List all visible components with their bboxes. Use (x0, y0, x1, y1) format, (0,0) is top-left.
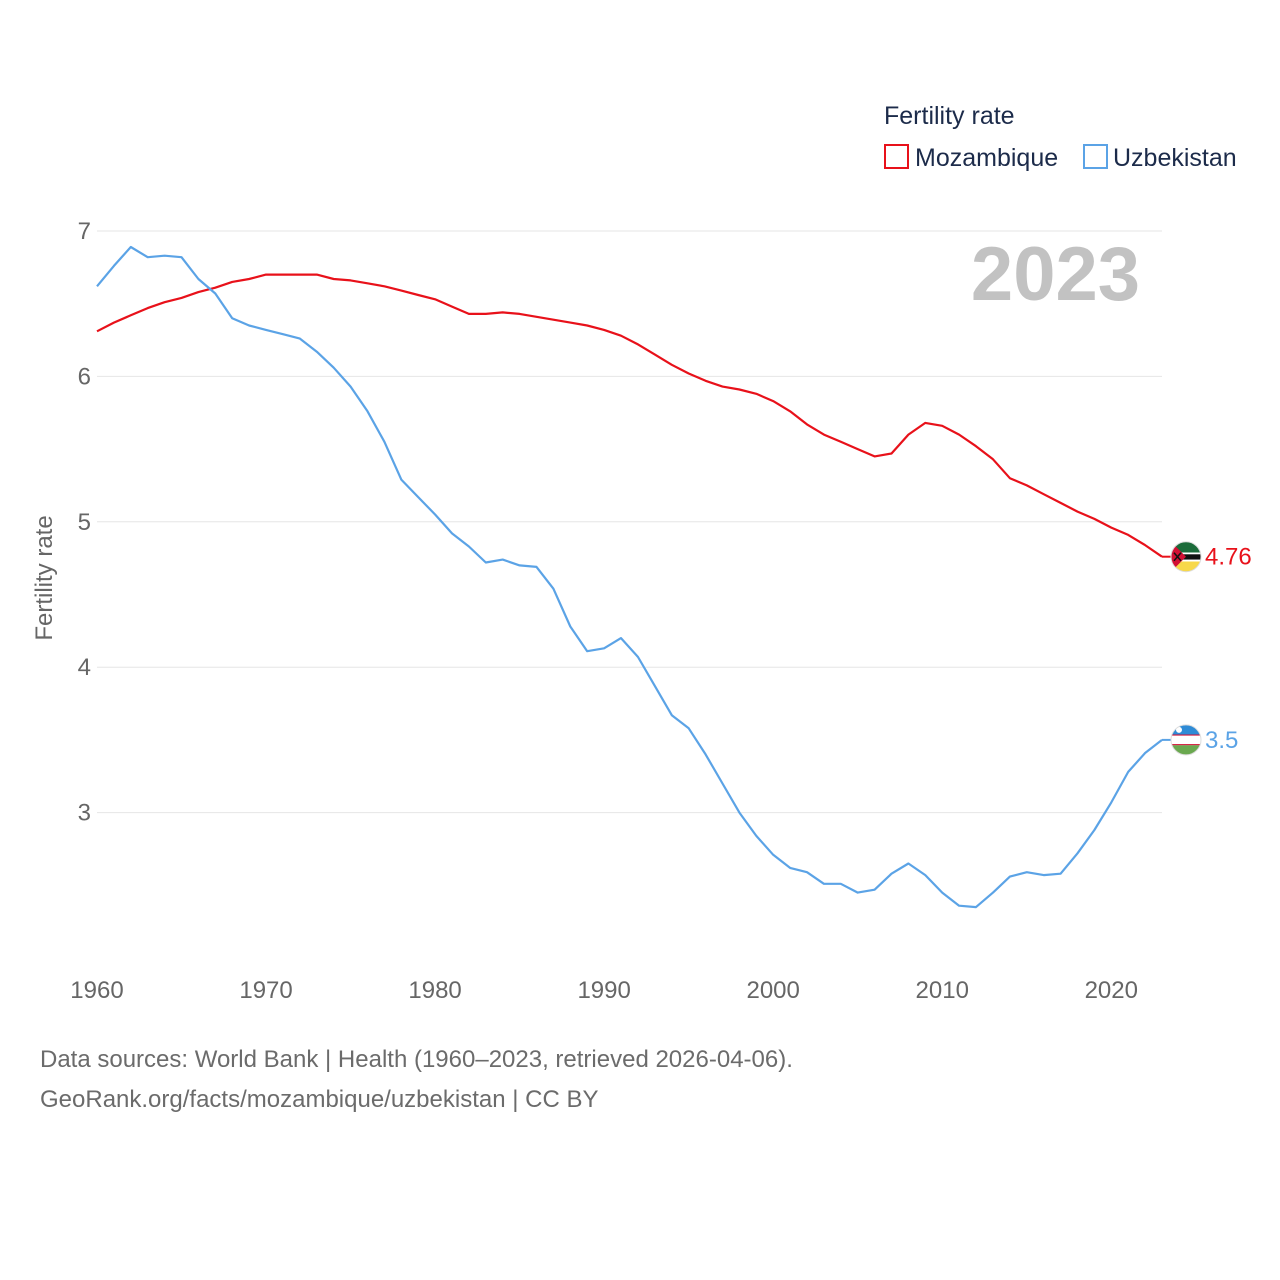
mozambique-flag-icon (1171, 541, 1201, 572)
end-markers: 4.76 3.5 (1162, 541, 1252, 756)
legend: Fertility rate Mozambique Uzbekistan (884, 102, 1237, 172)
end-value-uzbekistan: 3.5 (1205, 727, 1238, 754)
x-tick-1980: 1980 (408, 977, 461, 1004)
x-tick-1990: 1990 (577, 977, 630, 1004)
legend-item-uzbekistan[interactable]: Uzbekistan (1083, 144, 1237, 172)
x-tick-2020: 2020 (1085, 977, 1138, 1004)
series-group (96, 245, 1163, 909)
x-tick-2010: 2010 (916, 977, 969, 1004)
y-tick-5: 5 (78, 509, 91, 536)
y-tick-6: 6 (78, 363, 91, 390)
current-year-label: 2023 (971, 232, 1140, 317)
x-axis: 1960 1970 1980 1990 2000 2010 2020 (70, 977, 1138, 1004)
legend-swatch-uzbekistan (1083, 144, 1108, 169)
y-tick-3: 3 (78, 800, 91, 827)
grid (97, 230, 1162, 814)
legend-item-mozambique[interactable]: Mozambique (884, 144, 1058, 172)
legend-title: Fertility rate (884, 102, 1015, 130)
y-axis-title: Fertility rate (31, 515, 58, 640)
legend-swatch-mozambique (884, 144, 909, 169)
uzbekistan-flag-icon (1171, 724, 1201, 755)
series-line-uzbekistan[interactable] (96, 245, 1163, 909)
y-tick-7: 7 (78, 218, 91, 245)
x-tick-1960: 1960 (70, 977, 123, 1004)
y-tick-4: 4 (78, 654, 91, 681)
legend-label-uzbekistan: Uzbekistan (1113, 144, 1237, 172)
y-axis: 3 4 5 6 7 (78, 218, 91, 827)
series-line-mozambique[interactable] (96, 273, 1163, 558)
x-tick-1970: 1970 (239, 977, 292, 1004)
x-tick-2000: 2000 (746, 977, 799, 1004)
legend-label-mozambique: Mozambique (915, 144, 1058, 172)
source-text: Data sources: World Bank | Health (1960–… (40, 1046, 793, 1073)
source-url[interactable]: GeoRank.org/facts/mozambique/uzbekistan … (40, 1086, 599, 1113)
end-value-mozambique: 4.76 (1205, 544, 1252, 571)
